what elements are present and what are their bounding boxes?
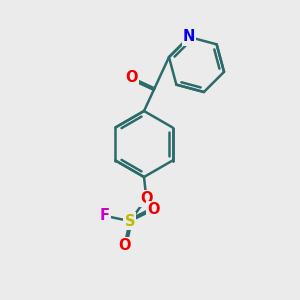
Text: S: S bbox=[125, 214, 135, 229]
Text: O: O bbox=[147, 202, 160, 217]
Text: O: O bbox=[140, 191, 153, 206]
Text: O: O bbox=[125, 70, 138, 85]
Text: O: O bbox=[118, 238, 131, 253]
Text: F: F bbox=[99, 208, 110, 223]
Text: N: N bbox=[183, 29, 195, 44]
